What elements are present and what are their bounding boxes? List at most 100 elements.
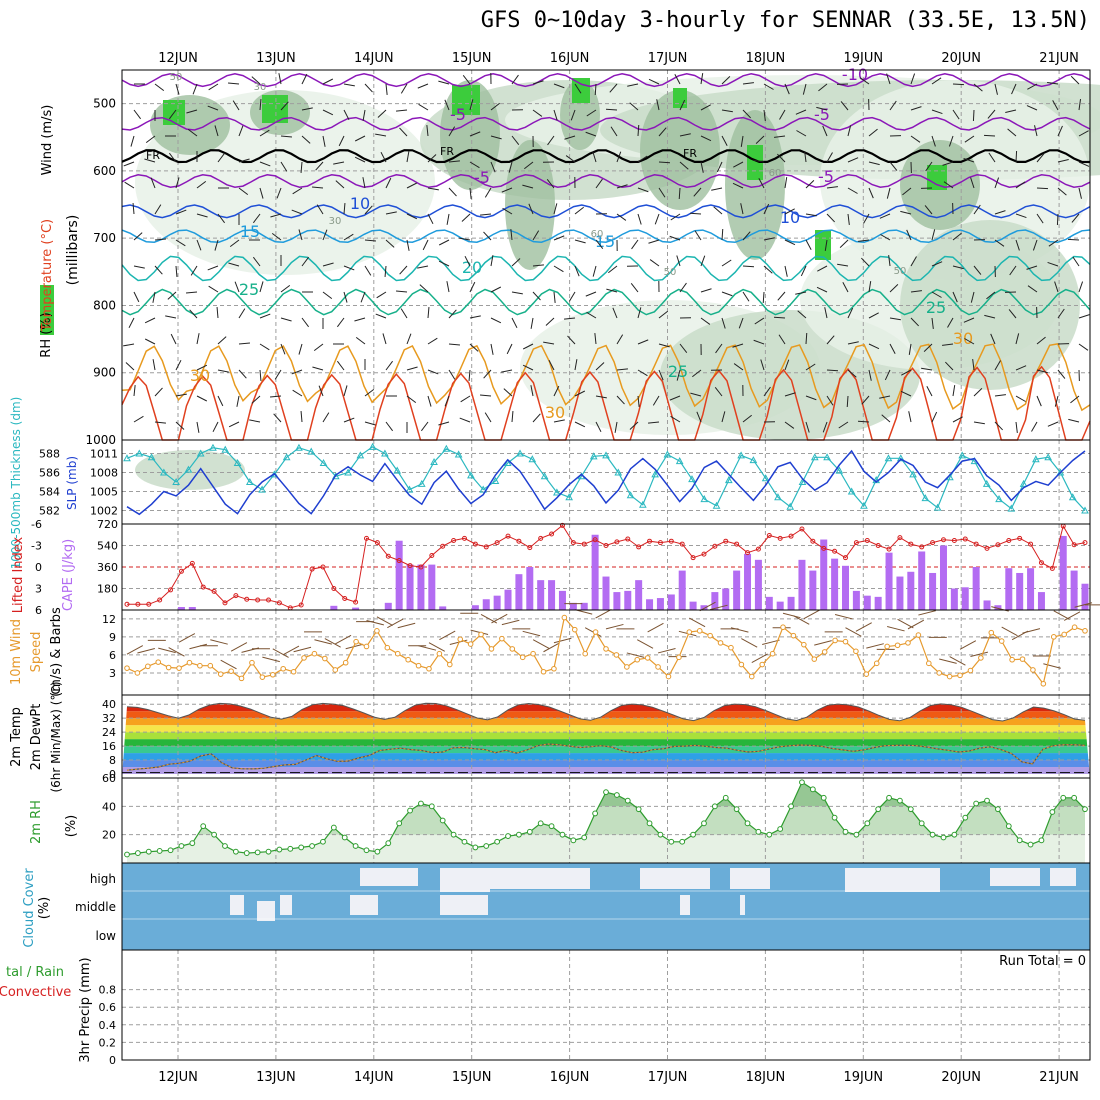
wind-barb [196,213,208,218]
contour-label: 25 [239,280,259,299]
wind-barb [805,332,808,345]
thickness-point [602,451,610,459]
wind-ytick-label: 6 [109,649,116,662]
wind-barb [292,187,303,195]
wind-barb [154,238,167,241]
wind-barb [175,421,185,430]
wind-barb [952,109,960,120]
wind-barb [777,291,786,301]
wind-barb [784,265,788,277]
wind-barb [679,282,687,293]
temperature-contour [121,288,1091,316]
wind-barb [461,213,471,222]
cloud-clear-high [990,868,1040,886]
wind-barb [972,109,975,122]
wind-speed-point [436,650,443,657]
wind-barb [616,213,627,221]
contour-label: 30 [545,403,565,422]
thickness-point [1044,453,1052,461]
thickness-point [1019,479,1028,487]
rh-point [483,843,490,849]
surface-wind-barb [272,648,289,658]
wind-barb [175,239,186,247]
wind-barb [427,395,432,407]
wind-barb [196,180,207,189]
wind-barb [742,82,754,85]
surface-wind-barb [522,630,541,637]
wind-speed-point [936,670,943,676]
wind-barb [592,151,597,163]
thickness-point [331,472,340,480]
contour-label: -5 [474,168,490,187]
wind-barb [847,125,852,137]
wind-barb [335,180,345,189]
thickness-point [958,451,967,459]
wind-barb [910,317,920,327]
cape-bar [646,599,654,610]
wind-barb [952,385,956,397]
cape-bar [700,605,708,610]
lifted-index-point [636,544,642,550]
wind-barb [994,83,998,95]
thickness-point [221,445,230,453]
rh-ytick-label: 60 [102,772,116,785]
wind-barb [343,233,354,241]
wind-speed-point [415,662,422,669]
wind-barb [822,421,828,433]
wind-barb [796,130,807,137]
rh-point [537,820,544,827]
wind-barb [490,286,502,293]
surface-wind-barb [439,630,456,641]
wind-barb [186,109,198,114]
wind-barb [364,421,376,426]
lifted-index-point [472,541,478,547]
rh-point [145,848,152,855]
wind-barb [700,104,711,111]
bottom-date-label: 16JUN [550,1070,590,1085]
thickness-point [749,456,758,464]
wind-barb [595,178,603,189]
wind-barb [291,209,303,215]
wind-speed-point [853,648,859,655]
thickness-point [319,458,328,466]
rh-contour-label: 50 [894,266,907,277]
wind-barb [670,213,681,221]
wind-barb [973,204,981,215]
bottom-date-label: 12JUN [158,1070,198,1085]
wind-barb [795,291,807,295]
wind-barb [924,205,933,215]
surface-wind-barb [1053,610,1070,620]
cape-bar [624,590,632,610]
lifted-index-point [951,537,957,543]
slp-axis-label: SLP (mb) [65,456,79,510]
wind-barb [676,255,681,267]
surface-wind-barb [126,645,144,655]
thickness-point [626,491,635,499]
wind-barb [826,395,834,406]
lifted-index-point [570,540,576,546]
wind-barb [301,135,311,144]
lifted-index-point [712,543,718,549]
wind-barb [753,339,765,345]
wind-barb [490,135,502,140]
lifted-index-point [647,538,653,544]
bottom-date-label: 13JUN [256,1070,296,1085]
lifted-index-point [527,545,533,551]
bottom-date-label: 14JUN [354,1070,394,1085]
wind-barb [343,202,346,215]
wind-barb [648,78,660,85]
profile-ytick-label: 800 [93,298,116,312]
rh-contour-label: 50 [170,72,183,83]
wind-speed-point [311,650,318,657]
lifted-index-point [919,544,925,550]
cape-bar [950,588,958,610]
wind-barb [952,416,963,423]
wind-barb [773,316,786,319]
surface-wind-barb [178,633,196,643]
wind-barb [658,369,664,381]
lifted-index-point [255,597,261,603]
profile-label-mb: (millibars) [65,215,81,286]
rh-point [439,817,446,824]
wind-barb [438,260,450,267]
